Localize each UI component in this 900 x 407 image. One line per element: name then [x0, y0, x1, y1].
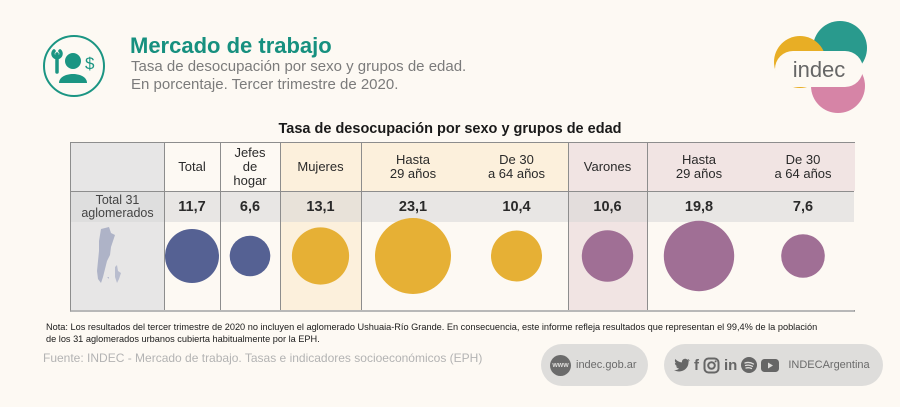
page-subtitle: Tasa de desocupación por sexo y grupos d… — [131, 58, 466, 94]
argentina-map-icon — [93, 227, 133, 292]
header-divider — [71, 191, 854, 192]
column-divider — [647, 143, 648, 310]
page-title: Mercado de trabajo — [130, 33, 332, 58]
value-label: 13,1 — [306, 198, 335, 215]
row-label: Total 31 aglomerados — [81, 192, 154, 220]
social-links: f in INDECArgentina — [664, 344, 883, 386]
value-label: 7,6 — [792, 198, 814, 215]
footnote-line-1: Nota: Los resultados del tercer trimestr… — [46, 322, 818, 332]
varones-header-band — [647, 143, 855, 191]
footnote: Nota: Los resultados del tercer trimestr… — [46, 321, 896, 345]
labor-market-icon: $ — [43, 35, 105, 97]
column-header: Varones — [583, 159, 632, 174]
unemployment-table: Total 31 aglomerados Total 11,7 Jefes de h… — [70, 142, 855, 312]
value-label: 11,7 — [178, 198, 206, 215]
column-divider — [220, 143, 221, 310]
social-handle[interactable]: INDECArgentina — [788, 359, 870, 371]
youtube-icon[interactable] — [761, 355, 780, 375]
instagram-icon[interactable] — [703, 355, 720, 375]
column-header: Total — [178, 159, 206, 174]
bubble-varones — [581, 230, 634, 282]
column-header: Hasta 29 años — [389, 152, 437, 181]
website-label: indec.gob.ar — [576, 359, 637, 371]
www-icon: www — [550, 354, 571, 376]
chart-title: Tasa de desocupación por sexo y grupos d… — [278, 121, 622, 137]
column-divider — [280, 143, 281, 310]
value-label: 10,4 — [502, 198, 531, 215]
varones-band — [568, 143, 647, 310]
column-header: De 30 a 64 años — [774, 152, 832, 181]
logo-text: indec — [793, 57, 846, 82]
bubble-layer — [165, 218, 825, 294]
value-row — [71, 191, 854, 222]
column-divider — [361, 143, 362, 310]
value-label: 10,6 — [593, 198, 622, 215]
column-divider — [568, 143, 569, 310]
bubble-varones — [781, 234, 825, 278]
column-header: De 30 a 64 años — [487, 152, 546, 181]
twitter-icon[interactable] — [674, 355, 690, 375]
website-link[interactable]: www indec.gob.ar — [541, 344, 648, 386]
column-header: Jefes de hogar — [233, 145, 267, 188]
subtitle-line-1: Tasa de desocupación por sexo y grupos d… — [131, 58, 467, 75]
bubble-total — [229, 235, 271, 277]
mujeres-header-band — [361, 143, 568, 191]
bubble-mujeres — [491, 230, 542, 282]
bubble-mujeres — [291, 227, 350, 285]
source-text: Fuente: INDEC - Mercado de trabajo. Tasa… — [43, 351, 483, 365]
facebook-icon[interactable]: f — [694, 356, 699, 374]
value-label: 23,1 — [398, 198, 428, 215]
value-label: 19,8 — [684, 198, 714, 215]
bubble-total — [165, 229, 219, 283]
bubble-varones — [663, 220, 735, 292]
subtitle-line-2: En porcentaje. Tercer trimestre de 2020. — [131, 76, 399, 93]
column-header: Mujeres — [297, 159, 344, 174]
value-label: 6,6 — [239, 198, 261, 215]
svg-text:$: $ — [85, 54, 95, 73]
bubble-mujeres — [375, 218, 451, 294]
indec-logo: indec — [770, 20, 870, 115]
linkedin-icon[interactable]: in — [724, 356, 738, 374]
row-label-band — [71, 143, 164, 310]
footnote-line-2: de los 31 aglomerados urbanos cubierta h… — [46, 334, 320, 344]
spotify-icon[interactable] — [741, 355, 758, 375]
column-header: Hasta 29 años — [675, 152, 723, 181]
column-divider — [164, 143, 165, 310]
